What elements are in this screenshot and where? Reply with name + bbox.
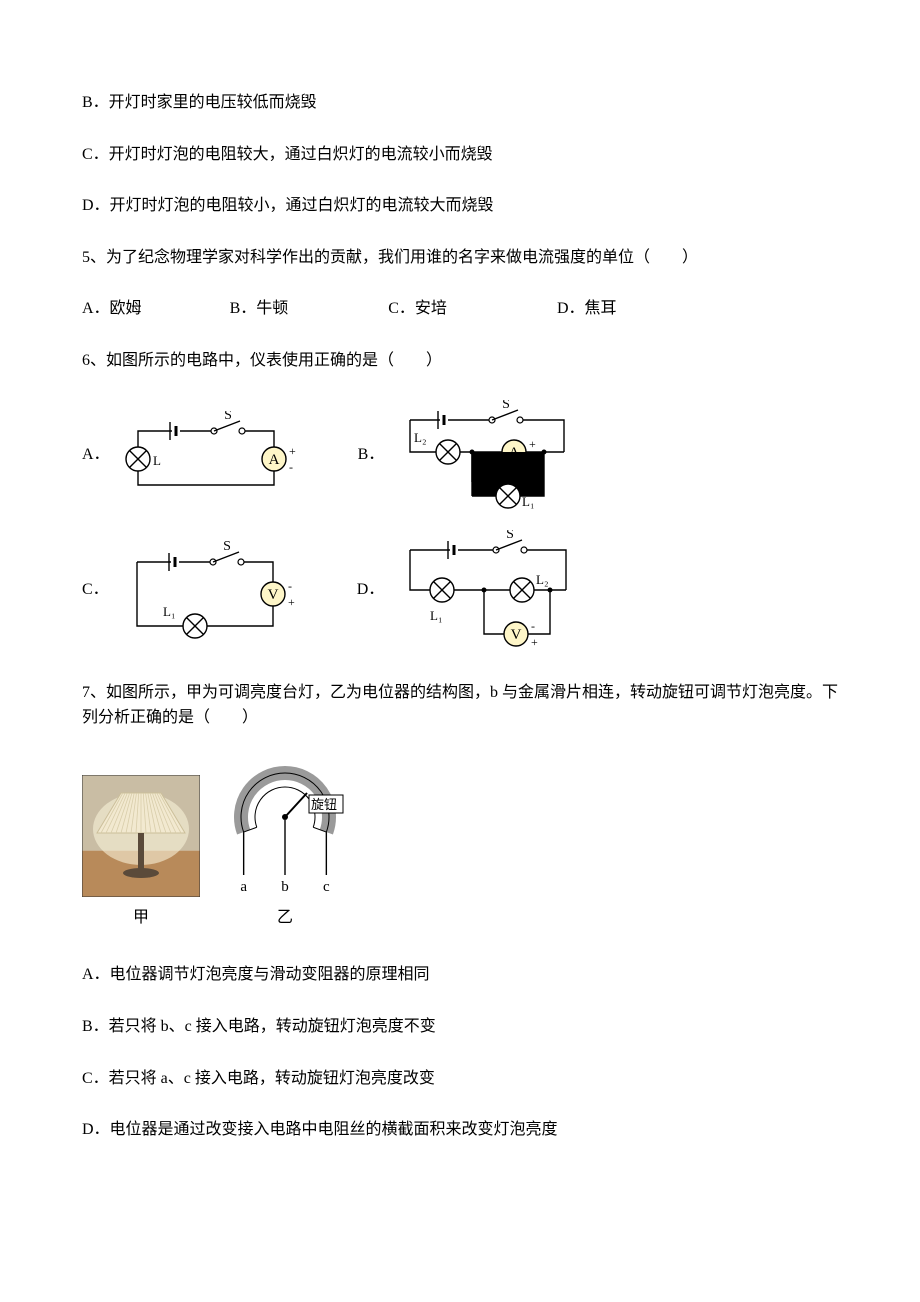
q6-row2: C． SV-+L₁ D． SL₁L₂V-+ [82, 530, 838, 650]
circuit-c-icon: S V- + L₁ [117, 540, 297, 640]
svg-text:-: - [289, 460, 293, 474]
svg-text:A: A [268, 452, 279, 468]
q6-opt-b: B． SL₂A+-L₁ [358, 400, 583, 510]
svg-text:V: V [267, 587, 278, 603]
q5-options: A．欧姆 B．牛顿 C．安培 D．焦耳 [82, 296, 838, 322]
q5-opt-a: A．欧姆 [82, 296, 142, 322]
svg-text:S: S [223, 540, 231, 554]
q7-figures: 甲 旋钮 a b c 乙 [82, 757, 838, 931]
lamp-photo-icon [82, 775, 200, 897]
q5-stem-text: 5、为了纪念物理学家对科学作出的贡献，我们用谁的名字来做电流强度的单位（ ） [82, 249, 698, 266]
q5-opt-b: B．牛顿 [230, 296, 289, 322]
q7-opt-b: B．若只将 b、c 接入电路，转动旋钮灯泡亮度不变 [82, 1014, 838, 1040]
option-c: C．开灯时灯泡的电阻较大，通过白炽灯的电流较小而烧毁 [82, 142, 838, 168]
svg-text:L₁: L₁ [430, 608, 442, 623]
q7-opt-c: C．若只将 a、c 接入电路，转动旋钮灯泡亮度改变 [82, 1066, 838, 1092]
svg-text:L₂: L₂ [414, 430, 426, 445]
svg-text:-: - [531, 619, 535, 633]
svg-text:S: S [506, 530, 514, 542]
q6-opt-c: C． S V- + L₁ [82, 540, 297, 640]
option-c-text: C．开灯时灯泡的电阻较大，通过白炽灯的电流较小而烧毁 [82, 146, 493, 163]
q6-label-d: D． [357, 577, 385, 603]
q6-opt-d: D． S L₁ L₂ V- + [357, 530, 583, 650]
q7-fig2-caption: 乙 [277, 905, 293, 931]
q5-stem: 5、为了纪念物理学家对科学作出的贡献，我们用谁的名字来做电流强度的单位（ ） [82, 245, 838, 271]
q6-opt-a: A． S A + - L [82, 411, 298, 499]
potentiometer-icon: 旋钮 a b c [220, 757, 350, 897]
svg-text:b: b [281, 879, 289, 895]
circuit-b-icon: SL₂A+-L₁ [392, 400, 582, 510]
option-d: D．开灯时灯泡的电阻较小，通过白炽灯的电流较大而烧毁 [82, 193, 838, 219]
q6-row1: A． SA+-L B． SL₂A+-L₁ [82, 400, 838, 510]
circuit-a-icon: S A + - L [118, 411, 298, 499]
q7-opt-d: D．电位器是通过改变接入电路中电阻丝的横截面积来改变灯泡亮度 [82, 1117, 838, 1143]
svg-text:L: L [153, 453, 161, 468]
option-b: B．开灯时家里的电压较低而烧毁 [82, 90, 838, 116]
circuit-d-icon: S L₁ L₂ V- + [392, 530, 582, 650]
q6-label-b: B． [358, 442, 385, 468]
svg-text:+: + [529, 437, 536, 451]
q7-fig1: 甲 [82, 775, 200, 931]
q6-stem: 6、如图所示的电路中，仪表使用正确的是（ ） [82, 348, 838, 374]
svg-text:+: + [289, 444, 296, 458]
q6-label-a: A． [82, 442, 110, 468]
q7-fig1-caption: 甲 [133, 905, 149, 931]
q6-label-c: C． [82, 577, 109, 603]
q7-stem: 7、如图所示，甲为可调亮度台灯，乙为电位器的结构图，b 与金属滑片相连，转动旋钮… [82, 680, 838, 731]
svg-text:L₁: L₁ [163, 604, 175, 619]
svg-text:L₂: L₂ [536, 572, 548, 587]
svg-text:+: + [288, 595, 295, 609]
svg-text:S: S [502, 400, 510, 412]
svg-text:S: S [224, 411, 232, 423]
option-d-text: D．开灯时灯泡的电阻较小，通过白炽灯的电流较大而烧毁 [82, 197, 494, 214]
svg-text:-: - [288, 579, 292, 593]
q5-opt-c: C．安培 [388, 296, 447, 322]
svg-text:a: a [240, 879, 247, 895]
svg-text:c: c [323, 879, 330, 895]
option-b-text: B．开灯时家里的电压较低而烧毁 [82, 94, 317, 111]
svg-text:旋钮: 旋钮 [311, 797, 337, 812]
q7-fig2: 旋钮 a b c 乙 [220, 757, 350, 931]
q7-opt-a: A．电位器调节灯泡亮度与滑动变阻器的原理相同 [82, 962, 838, 988]
q6-stem-text: 6、如图所示的电路中，仪表使用正确的是（ ） [82, 352, 442, 369]
q5-opt-d: D．焦耳 [557, 296, 617, 322]
svg-text:V: V [511, 627, 522, 643]
q7-stem-text: 7、如图所示，甲为可调亮度台灯，乙为电位器的结构图，b 与金属滑片相连，转动旋钮… [82, 684, 838, 727]
svg-text:+: + [531, 635, 538, 649]
